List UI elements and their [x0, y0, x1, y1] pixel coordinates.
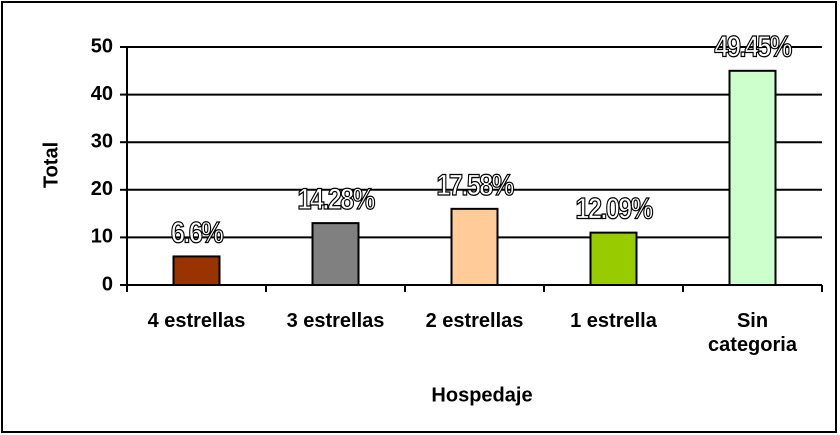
y-tick-label: 10 [91, 226, 113, 248]
y-tick-label: 20 [91, 178, 113, 200]
bar [311, 222, 360, 286]
value-annotation: 12.09% [575, 192, 653, 225]
x-tick-label: Sin categoria [708, 310, 797, 356]
x-axis-title: Hospedaje [431, 384, 532, 406]
x-tick-label: 4 estrellas [147, 310, 246, 332]
bar [172, 255, 221, 287]
x-tick-label: 1 estrella [570, 310, 657, 332]
y-tick-label: 40 [91, 83, 113, 105]
y-tick-label: 30 [91, 130, 113, 152]
x-tick-label: 2 estrellas [425, 310, 524, 332]
bar [450, 207, 499, 286]
value-annotation: 14.28% [297, 182, 375, 215]
value-annotation: 49.45% [714, 30, 792, 63]
bar [728, 69, 777, 286]
y-tick-label: 50 [91, 35, 113, 57]
value-annotation: 6.6% [171, 215, 224, 248]
bar [589, 231, 638, 286]
x-tick-label: 3 estrellas [286, 310, 385, 332]
value-annotation: 17.58% [436, 168, 514, 201]
y-axis-title: Total [40, 142, 62, 188]
y-tick-label: 0 [102, 273, 113, 295]
